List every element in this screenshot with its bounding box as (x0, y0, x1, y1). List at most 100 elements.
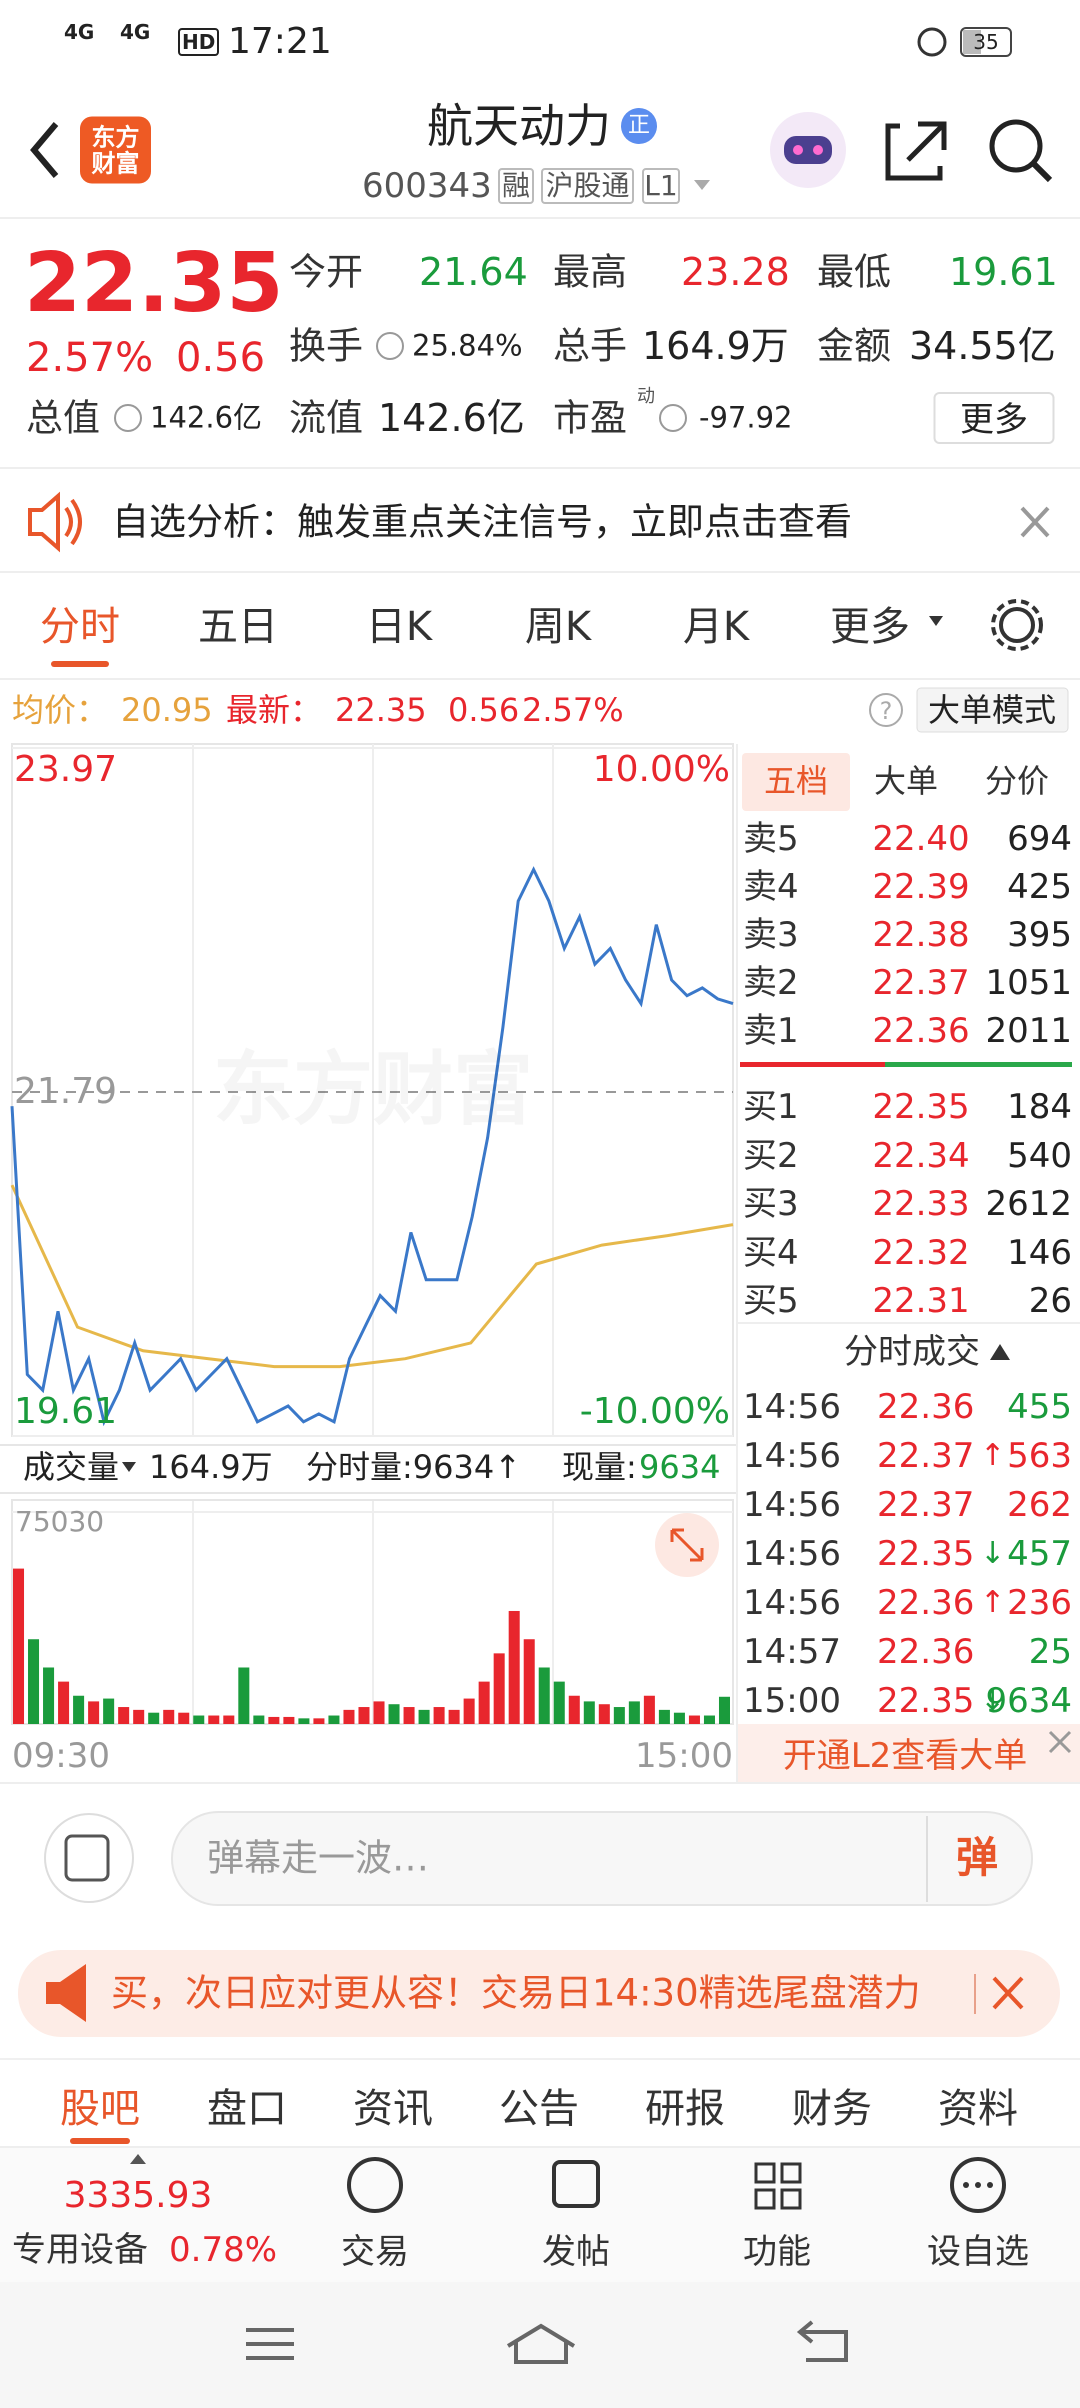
volume-bar (583, 1701, 595, 1724)
help-icon[interactable]: ? (879, 697, 893, 725)
tab[interactable]: 日K (365, 604, 433, 650)
nav-item[interactable]: 交易 (341, 2232, 409, 2272)
book-volume: 146 (1007, 1232, 1072, 1273)
trade-arrow: ↑ (980, 1438, 1006, 1473)
badge: 正 (621, 108, 657, 144)
info-icon (114, 404, 142, 432)
ad-text[interactable]: 买，次日应对更从容！交易日14:30精选尾盘潜力 (111, 1971, 921, 2015)
content-tab[interactable]: 资料 (938, 2086, 1018, 2132)
stat-value: 164.9万 (642, 324, 789, 368)
comment-placeholder[interactable]: 弹幕走一波… (207, 1836, 429, 1880)
book-label: 买2 (743, 1135, 799, 1176)
nav-item[interactable]: 功能 (743, 2232, 811, 2272)
notice-text[interactable]: 自选分析：触发重点关注信号，立即点击查看 (112, 500, 852, 544)
volume-bar (598, 1704, 610, 1724)
volume-bar (553, 1681, 565, 1724)
stat-value: 25.84% (412, 328, 523, 363)
content-tab[interactable]: 股吧 (60, 2086, 140, 2132)
book-price: 22.39 (872, 867, 970, 907)
tab[interactable]: 五日 (198, 604, 278, 650)
book-tab[interactable]: 五档 (763, 762, 829, 800)
volume-bar (298, 1718, 310, 1724)
trade-volume: 563 (1007, 1436, 1072, 1476)
back-icon[interactable] (30, 122, 59, 178)
trade-price: 22.36 (877, 1632, 975, 1672)
stock-name: 航天动力 (427, 99, 611, 153)
nav-item[interactable]: 设自选 (927, 2232, 1029, 2272)
more-button[interactable]: 更多 (933, 392, 1055, 444)
volume-bar (88, 1701, 100, 1724)
book-volume: 694 (1007, 819, 1072, 859)
book-price: 22.34 (872, 1135, 970, 1176)
nav-item[interactable]: 发帖 (542, 2232, 610, 2272)
book-label: 卖2 (743, 963, 799, 1003)
current-label: 现量: (562, 1448, 637, 1486)
trade-price: 22.35 (877, 1534, 975, 1574)
sector-pct: 0.78% (169, 2230, 278, 2270)
content-tab[interactable]: 研报 (645, 2086, 725, 2132)
content-tab[interactable]: 盘口 (207, 2086, 287, 2132)
stat-value: 142.6亿 (150, 400, 263, 435)
content-tab[interactable]: 财务 (792, 2086, 872, 2132)
mode-button[interactable]: 大单模式 (927, 691, 1057, 729)
current-volume: 9634 (639, 1448, 721, 1486)
stat-label: 换手 (289, 324, 363, 368)
volume-bar (658, 1709, 670, 1724)
book-tab[interactable]: 大单 (873, 762, 939, 800)
index-value[interactable]: 3335.93 (63, 2175, 213, 2216)
trade-time: 14:57 (743, 1632, 841, 1672)
tab[interactable]: 更多 (830, 604, 910, 650)
volume-bar (718, 1696, 730, 1724)
tab[interactable]: 周K (524, 604, 592, 650)
trade-volume: 25 (1028, 1632, 1072, 1672)
trade-arrow: ↑ (980, 1585, 1006, 1620)
tab[interactable]: 月K (682, 604, 750, 650)
settings-icon[interactable] (999, 607, 1035, 643)
content-tab[interactable]: 公告 (499, 2086, 579, 2132)
volume-bar (673, 1712, 685, 1724)
volume-bar (613, 1707, 625, 1724)
volume-bar (343, 1709, 355, 1724)
logo[interactable]: 东方财富 (80, 116, 151, 184)
book-tab[interactable]: 分价 (984, 762, 1050, 800)
trade-volume: 262 (1007, 1485, 1072, 1525)
share-icon[interactable] (885, 121, 947, 181)
close-notice[interactable] (1020, 506, 1050, 538)
trade-time: 14:56 (743, 1387, 841, 1427)
book-price: 22.36 (872, 1011, 970, 1051)
trade-arrow: ↓ (980, 1536, 1006, 1571)
book-price: 22.40 (872, 819, 970, 859)
volume-bar (133, 1709, 145, 1724)
book-label: 卖3 (743, 915, 799, 955)
trade-volume: 9634 (985, 1681, 1072, 1721)
volume-bar (268, 1716, 280, 1724)
volume-max-label: 75030 (15, 1505, 105, 1538)
volume-bar (58, 1681, 70, 1724)
volume-bar (193, 1715, 205, 1724)
stat-label: 市盈 (553, 396, 627, 440)
l2-link[interactable]: 开通L2查看大单 (782, 1736, 1028, 1776)
stat-label: 流值 (289, 396, 363, 440)
content-tab[interactable]: 资讯 (353, 2086, 433, 2132)
volume-bar (28, 1639, 40, 1724)
volume-bar (628, 1701, 640, 1724)
volume-bar (568, 1695, 580, 1724)
book-price: 22.35 (872, 1087, 970, 1127)
stat-value: -97.92 (699, 400, 793, 435)
volume-bar (643, 1695, 655, 1724)
book-label: 买3 (743, 1184, 799, 1224)
volume-bar (703, 1715, 715, 1724)
stat-label: 金额 (817, 324, 891, 368)
close-ad[interactable] (992, 1976, 1024, 2010)
volume-bar (508, 1610, 520, 1724)
volume-bar (493, 1653, 505, 1724)
danmaku-button[interactable]: 弹 (955, 1833, 999, 1882)
avatar[interactable] (770, 112, 846, 188)
tab[interactable]: 分时 (40, 604, 120, 650)
book-volume: 184 (1007, 1087, 1072, 1127)
volume-label: 成交量 (23, 1448, 120, 1486)
book-label: 卖5 (743, 819, 799, 859)
search-icon[interactable] (989, 119, 1043, 173)
tag: 沪股通 (541, 168, 634, 204)
trades-title: 分时成交 (844, 1332, 980, 1372)
